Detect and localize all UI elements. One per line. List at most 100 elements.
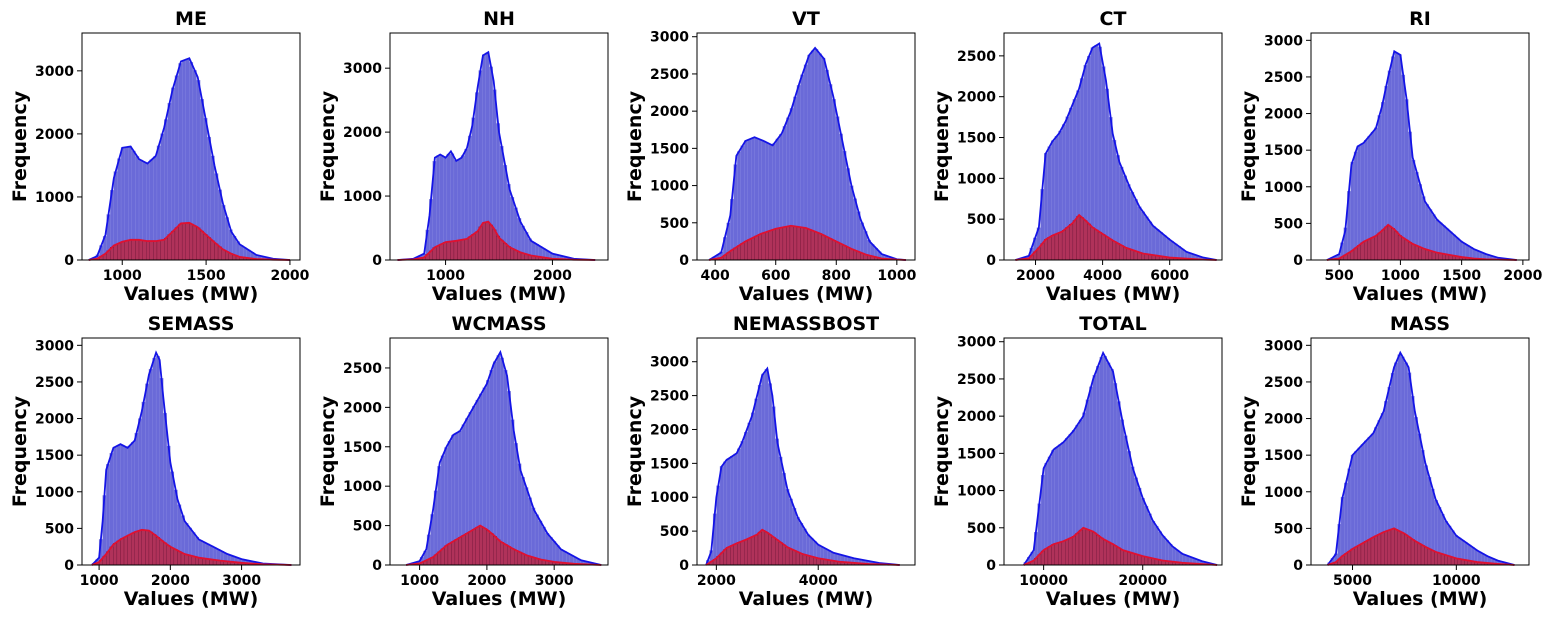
subset-bar [1112, 241, 1117, 261]
total-bar [1394, 52, 1399, 261]
subset-bar [740, 540, 745, 566]
y-tick-label: 2500 [650, 389, 689, 405]
subset-bar [187, 555, 192, 566]
subset-bar [1065, 227, 1070, 261]
y-tick-label: 1500 [650, 456, 689, 472]
x-axis-label: Values (MW) [1046, 588, 1181, 610]
y-axis-label: Frequency [624, 90, 646, 202]
subset-bar [458, 537, 463, 566]
subset-bar [520, 553, 525, 566]
subset-bar [842, 245, 847, 261]
x-axis-label: Values (MW) [739, 588, 874, 610]
total-bar [510, 419, 515, 566]
subset-bar [499, 239, 504, 261]
y-tick-label: 1000 [35, 190, 74, 206]
subset-bar [1357, 245, 1361, 261]
subset-bar [765, 231, 770, 261]
subset-bar [1044, 548, 1049, 566]
axes-frame [389, 337, 609, 566]
x-tick-label: 5000 [1333, 573, 1372, 589]
subset-bar [1090, 227, 1095, 261]
total-bar [524, 487, 529, 566]
subset-bar [517, 551, 522, 566]
subset-bar [1061, 230, 1066, 261]
subset-bar [768, 230, 773, 261]
subset-bar [174, 227, 179, 261]
y-tick-label: 2000 [35, 412, 74, 428]
subset-bar [786, 226, 791, 261]
subset-bar [1106, 541, 1111, 566]
y-tick-label: 2000 [35, 127, 74, 143]
subset-bar [1082, 527, 1087, 566]
subset-bar [178, 223, 183, 261]
subset-bar [1444, 555, 1448, 566]
subset-bar [1408, 241, 1412, 261]
subset-bar [788, 548, 793, 566]
subset-bar [1350, 548, 1355, 566]
subset-bar [184, 554, 189, 566]
subset-bar [155, 537, 160, 566]
subset-bar [131, 532, 135, 566]
y-tick-label: 1000 [1264, 180, 1303, 196]
axes-frame [696, 337, 916, 566]
y-tick-label: 500 [967, 521, 996, 537]
y-tick-label: 2000 [957, 90, 996, 106]
subset-bar [1051, 235, 1056, 261]
y-tick-label: 2000 [650, 422, 689, 438]
subset-bar [1065, 539, 1069, 566]
chart-panel-wcmass: 1000 2000 3000 0 500 1000 1500 2000 2500 WCMASS Va… [317, 313, 609, 610]
subset-bar [1440, 553, 1445, 566]
y-tick-label: 1000 [343, 189, 382, 205]
subset-bar [1144, 556, 1149, 566]
subset-bar [1367, 238, 1372, 261]
chart-title: VT [792, 8, 820, 30]
subset-bar [166, 545, 171, 566]
total-bar [1137, 487, 1142, 566]
x-tick-label: 2000 [533, 268, 572, 284]
x-axis-label: Values (MW) [432, 588, 567, 610]
subset-bar [471, 234, 476, 261]
chart-panel-vt: 400 600 800 1000 0 500 1000 1500 2000 2500 3000 VT V… [624, 8, 917, 305]
subset-bar [1101, 234, 1106, 261]
subset-bar [1370, 537, 1375, 566]
subset-kde-line [91, 528, 292, 566]
x-tick-label: 1000 [400, 573, 439, 589]
subset-bar [1397, 235, 1402, 261]
x-tick-label: 6000 [1150, 268, 1189, 284]
total-bar [824, 69, 829, 261]
total-bar [1109, 369, 1114, 566]
subset-bar [506, 246, 511, 261]
chart-panel-mass: 5000 10000 0 500 1000 1500 2000 2500 3000 MASS Val… [1238, 313, 1530, 610]
chart-panel-nh: 1000 2000 0 1000 2000 3000 NH Values (MW) Freque… [317, 8, 609, 305]
total-bar [517, 463, 522, 566]
subset-bar [1105, 236, 1109, 261]
subset-bar [496, 235, 501, 261]
subset-bar [444, 545, 449, 566]
subset-bar [1417, 543, 1422, 566]
total-bar [817, 53, 822, 261]
subset-bar [1127, 551, 1131, 566]
subset-bar [149, 240, 154, 261]
subset-bar [1387, 529, 1392, 566]
total-bar [821, 57, 826, 261]
x-tick-label: 2000 [1016, 268, 1055, 284]
subset-bar [160, 239, 165, 261]
total-bar [1094, 45, 1099, 261]
y-axis-label: Frequency [624, 395, 646, 507]
y-tick-label: 0 [986, 253, 996, 269]
y-tick-label: 1500 [1264, 448, 1303, 464]
total-bar [1103, 356, 1107, 566]
subset-bar [1410, 539, 1415, 566]
x-tick-label: 400 [701, 268, 730, 284]
total-kde-line [1023, 350, 1218, 566]
subset-bar [1360, 543, 1365, 566]
subset-bar [1137, 554, 1142, 566]
subset-bar [1347, 551, 1352, 566]
total-bar [155, 356, 160, 566]
total-bar [514, 443, 518, 566]
subset-bar [173, 549, 178, 566]
chart-title: TOTAL [1079, 313, 1146, 335]
subset-bar [853, 250, 857, 261]
subset-bar [747, 239, 752, 261]
subset-kde-line [708, 224, 906, 261]
